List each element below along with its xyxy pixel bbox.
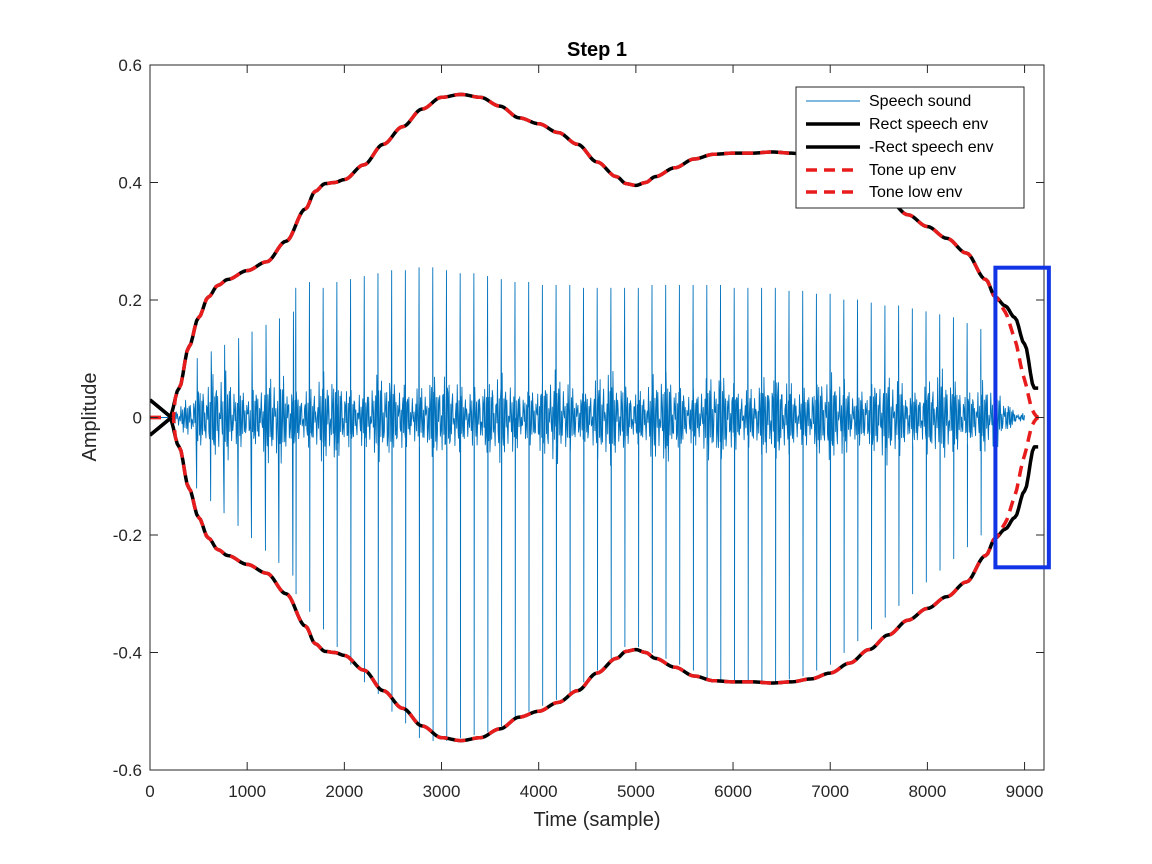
x-tick-label: 9000 (1006, 782, 1044, 801)
tone-low-env-line (150, 415, 1040, 743)
x-tick-label: 0 (145, 782, 154, 801)
legend-label-tone-up-env: Tone up env (869, 162, 956, 179)
annotation-group (993, 265, 1051, 570)
chart-title: Step 1 (567, 39, 627, 61)
legend: Speech sound Rect speech env -Rect speec… (795, 86, 1025, 209)
tick-group: 0 1000 2000 3000 4000 5000 6000 7000 8000 9000 -0.… (113, 56, 1044, 801)
legend-label-tone-low-env: Tone low env (869, 184, 962, 201)
x-tick-label: 1000 (228, 782, 266, 801)
x-tick-label: 5000 (617, 782, 655, 801)
y-tick-label: 0.4 (118, 174, 142, 193)
highlight-rectangle (993, 265, 1051, 570)
x-tick-label: 3000 (423, 782, 461, 801)
speech-sound-line (150, 267, 1026, 742)
legend-label-neg-rect-speech-env: -Rect speech env (869, 139, 994, 156)
x-tick-label: 4000 (520, 782, 558, 801)
y-tick-label: 0.6 (118, 56, 142, 75)
y-tick-label: 0 (133, 409, 142, 428)
env-origin-tail-lower (150, 416, 173, 437)
y-tick-label: -0.2 (113, 526, 142, 545)
y-tick-label: -0.4 (113, 644, 142, 663)
speech-sound-series (150, 267, 1026, 742)
legend-label-rect-speech-env: Rect speech env (869, 116, 988, 133)
x-tick-label: 6000 (714, 782, 752, 801)
x-tick-label: 2000 (325, 782, 363, 801)
y-tick-label: -0.6 (113, 761, 142, 780)
y-axis-label: Amplitude (79, 373, 101, 462)
y-tick-label: 0.2 (118, 291, 142, 310)
legend-label-speech-sound: Speech sound (869, 93, 971, 110)
env-origin-tail-upper (150, 398, 173, 419)
x-tick-label: 7000 (811, 782, 849, 801)
x-axis-label: Time (sample) (533, 809, 660, 831)
x-tick-label: 8000 (908, 782, 946, 801)
